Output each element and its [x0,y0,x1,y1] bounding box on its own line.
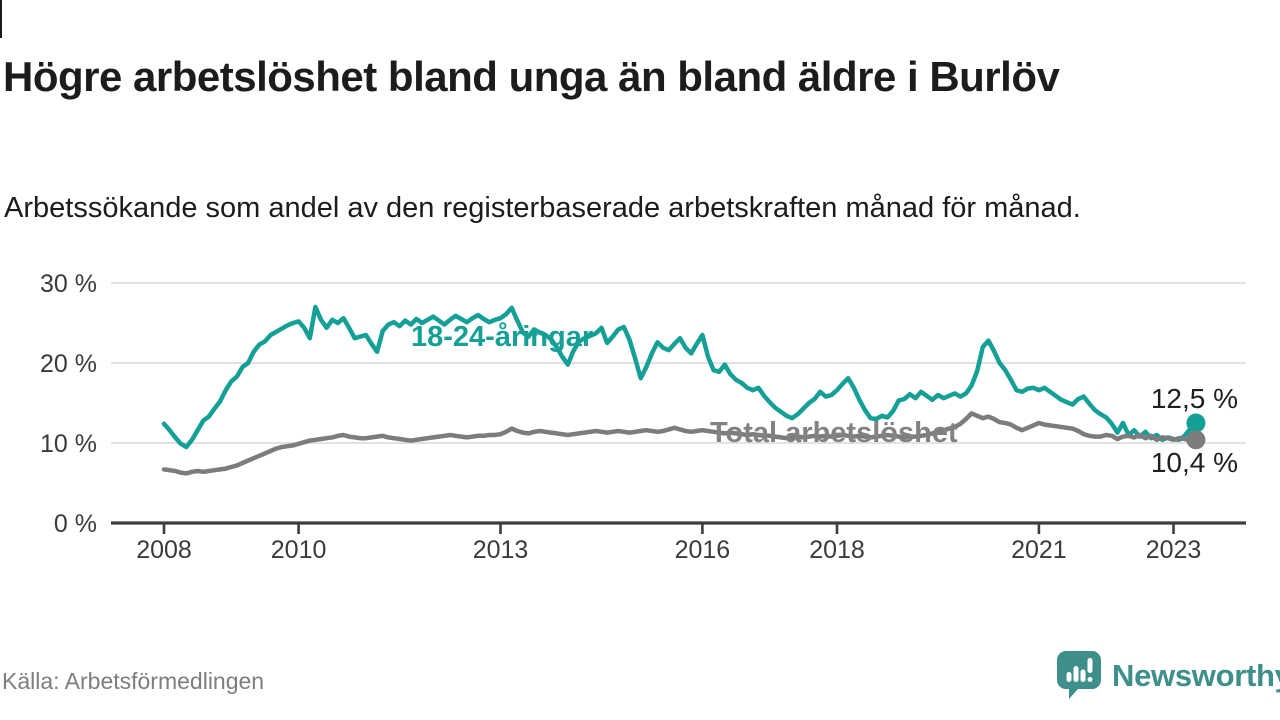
y-axis-label-10: 10 % [40,430,97,458]
x-axis-label-2013: 2013 [473,536,529,564]
x-axis-label-2010: 2010 [271,536,327,564]
newsworthy-speech-bubble-bar-chart-icon [1057,651,1101,699]
series-label-youth: 18-24-åringar [411,321,594,353]
page-title: Högre arbetslöshet bland unga än bland ä… [3,53,1060,101]
source-credit: Källa: Arbetsförmedlingen [2,668,265,694]
series-line-youth [161,304,1199,450]
end-dot-total [1186,430,1206,450]
x-axis-label-2018: 2018 [809,536,865,564]
corner-crop-mark [0,0,2,38]
total-end-value-label: 10,4 % [1150,447,1238,478]
x-axis-label-2008: 2008 [136,536,192,564]
chart-subtitle: Arbetssökande som andel av den registerb… [4,192,1081,224]
series-label-total: Total arbetslöshet [710,417,958,449]
series-line-total [161,411,1199,476]
x-axis-label-2021: 2021 [1011,536,1067,564]
y-axis-label-0: 0 % [54,510,97,538]
x-axis-label-2023: 2023 [1146,536,1202,564]
unemployment-line-chart: 0 % 10 % 20 % 30 % 2008 2010 2013 2016 2018 2021 2… [40,270,1246,564]
y-axis-label-30: 30 % [40,270,97,298]
youth-end-value-label: 12,5 % [1150,383,1238,414]
newsworthy-logo-text: Newsworthy [1112,658,1280,693]
x-axis-label-2016: 2016 [675,536,731,564]
y-axis-label-20: 20 % [40,350,97,378]
end-dot-youth [1186,413,1206,433]
newsworthy-logo: Newsworthy [1056,650,1280,700]
